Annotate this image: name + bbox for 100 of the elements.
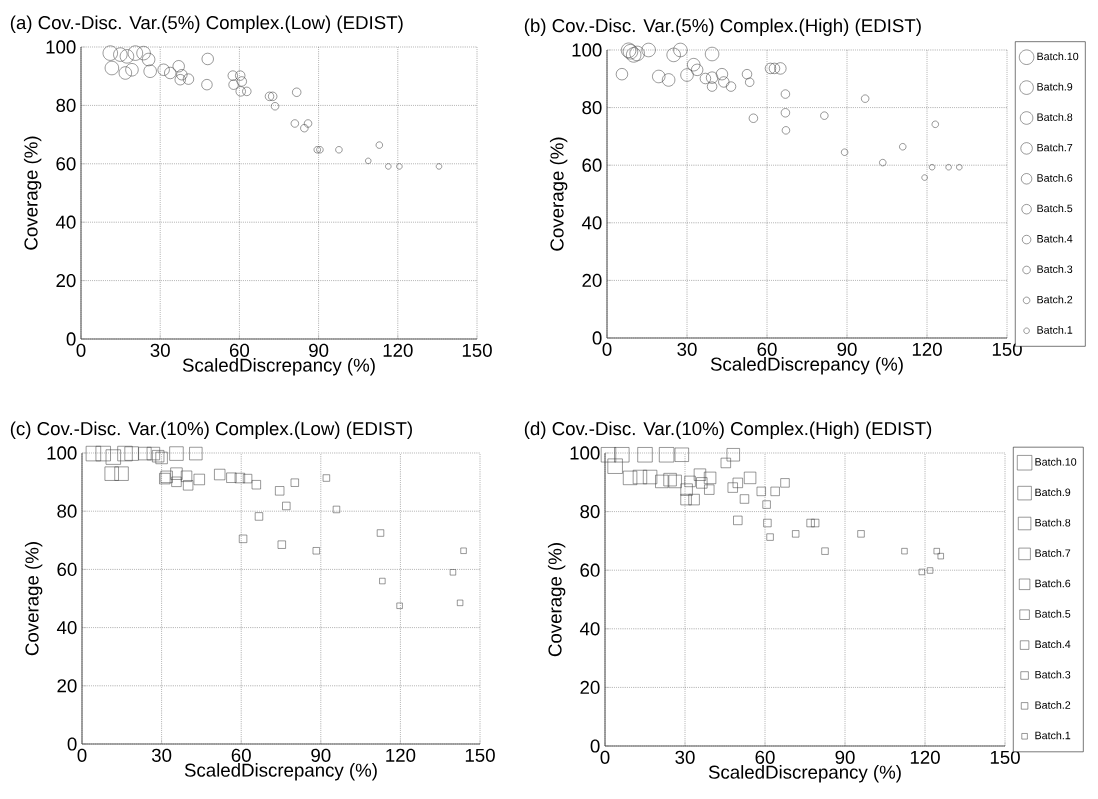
point — [114, 466, 129, 481]
x-axis-title: ScaledDiscrepancy (%) — [182, 358, 375, 376]
point — [169, 446, 184, 461]
point — [933, 548, 940, 555]
point — [699, 72, 711, 85]
point — [270, 102, 280, 111]
point — [680, 68, 694, 82]
point — [614, 447, 630, 463]
point — [684, 475, 696, 487]
point — [228, 79, 239, 90]
point — [727, 482, 738, 493]
point — [637, 447, 653, 463]
point — [282, 501, 291, 511]
point — [376, 529, 385, 537]
legend-label: Batch.9 — [1037, 82, 1073, 91]
legend-label: Batch.4 — [1037, 234, 1073, 243]
point — [379, 577, 386, 585]
y-tick-label: 100 — [47, 446, 77, 460]
legend-label: Batch.10 — [1035, 457, 1077, 466]
chart-title: (c) Cov.-Disc. Var.(10%) Complex.(Low) (EDIST) — [10, 421, 412, 439]
point — [841, 148, 849, 156]
legend-label: Batch.6 — [1037, 173, 1073, 182]
point — [715, 68, 729, 81]
x-tick-label: 30 — [677, 342, 697, 356]
y-tick-label: 40 — [56, 620, 77, 635]
chart-title: (d) Cov.-Disc. Var.(10%) Complex.(High) (EDIST) — [524, 421, 932, 439]
point — [127, 45, 143, 61]
x-tick-label: 90 — [311, 748, 331, 762]
point — [811, 518, 820, 528]
point — [674, 447, 689, 462]
x-tick-label: 120 — [912, 342, 942, 356]
point — [242, 86, 252, 96]
point — [662, 73, 676, 87]
point — [449, 569, 457, 576]
x-axis-title: ScaledDiscrepancy (%) — [710, 357, 903, 375]
x-tick-label: 0 — [602, 342, 612, 356]
point — [666, 47, 681, 62]
x-tick-label: 0 — [77, 748, 87, 762]
point — [104, 60, 119, 76]
legend-label: Batch.7 — [1035, 549, 1071, 557]
legend-label: Batch.10 — [1037, 52, 1079, 61]
point — [138, 447, 152, 461]
point — [322, 474, 330, 482]
y-tick-label: 40 — [55, 215, 76, 229]
x-tick-label: 60 — [757, 342, 777, 356]
point — [136, 46, 151, 61]
legend-label: Batch.8 — [1037, 113, 1073, 121]
point — [227, 70, 238, 81]
legend-label: Batch.6 — [1035, 579, 1071, 588]
y-tick-label: 0 — [592, 331, 602, 345]
x-tick-label: 60 — [231, 748, 251, 762]
point — [396, 602, 403, 609]
point — [243, 474, 253, 484]
point — [277, 540, 286, 549]
y-tick-label: 20 — [57, 679, 77, 693]
point — [335, 146, 343, 154]
y-tick-label: 0 — [590, 739, 600, 753]
y-tick-label: 20 — [56, 273, 76, 288]
point — [820, 111, 829, 120]
point — [268, 91, 278, 101]
point — [780, 108, 790, 118]
point — [732, 477, 743, 488]
y-tick-label: 60 — [56, 157, 76, 171]
point — [238, 534, 248, 543]
point — [725, 81, 737, 92]
point — [117, 446, 133, 462]
point — [290, 119, 299, 128]
point — [275, 486, 285, 496]
legend-label: Batch.5 — [1035, 609, 1071, 618]
point — [643, 469, 658, 485]
y-tick-label: 0 — [66, 332, 76, 346]
x-tick-label: 0 — [76, 343, 86, 357]
point — [632, 469, 648, 485]
point — [931, 120, 939, 128]
point — [691, 63, 704, 76]
y-axis-title: Coverage (%) — [24, 542, 43, 656]
point — [201, 79, 213, 91]
point — [680, 494, 692, 506]
y-tick-label: 100 — [572, 43, 602, 57]
point — [170, 467, 183, 480]
point — [764, 62, 777, 74]
chart-title: (b) Cov.-Disc. Var.(5%) Complex.(High) (EDIST) — [524, 18, 921, 36]
point — [781, 126, 791, 135]
point — [792, 530, 800, 538]
point — [704, 471, 717, 484]
point — [929, 164, 936, 171]
x-tick-label: 150 — [462, 343, 492, 357]
point — [780, 478, 790, 488]
point — [615, 68, 629, 81]
point — [600, 447, 617, 463]
point — [85, 446, 101, 462]
legend-label: Batch.3 — [1037, 265, 1073, 273]
x-tick-label: 120 — [910, 750, 940, 764]
point — [704, 484, 715, 495]
point — [927, 567, 934, 574]
point — [146, 447, 160, 461]
legend-label: Batch.5 — [1037, 204, 1073, 213]
x-tick-label: 150 — [465, 748, 495, 762]
point — [113, 47, 128, 62]
point — [696, 477, 708, 489]
